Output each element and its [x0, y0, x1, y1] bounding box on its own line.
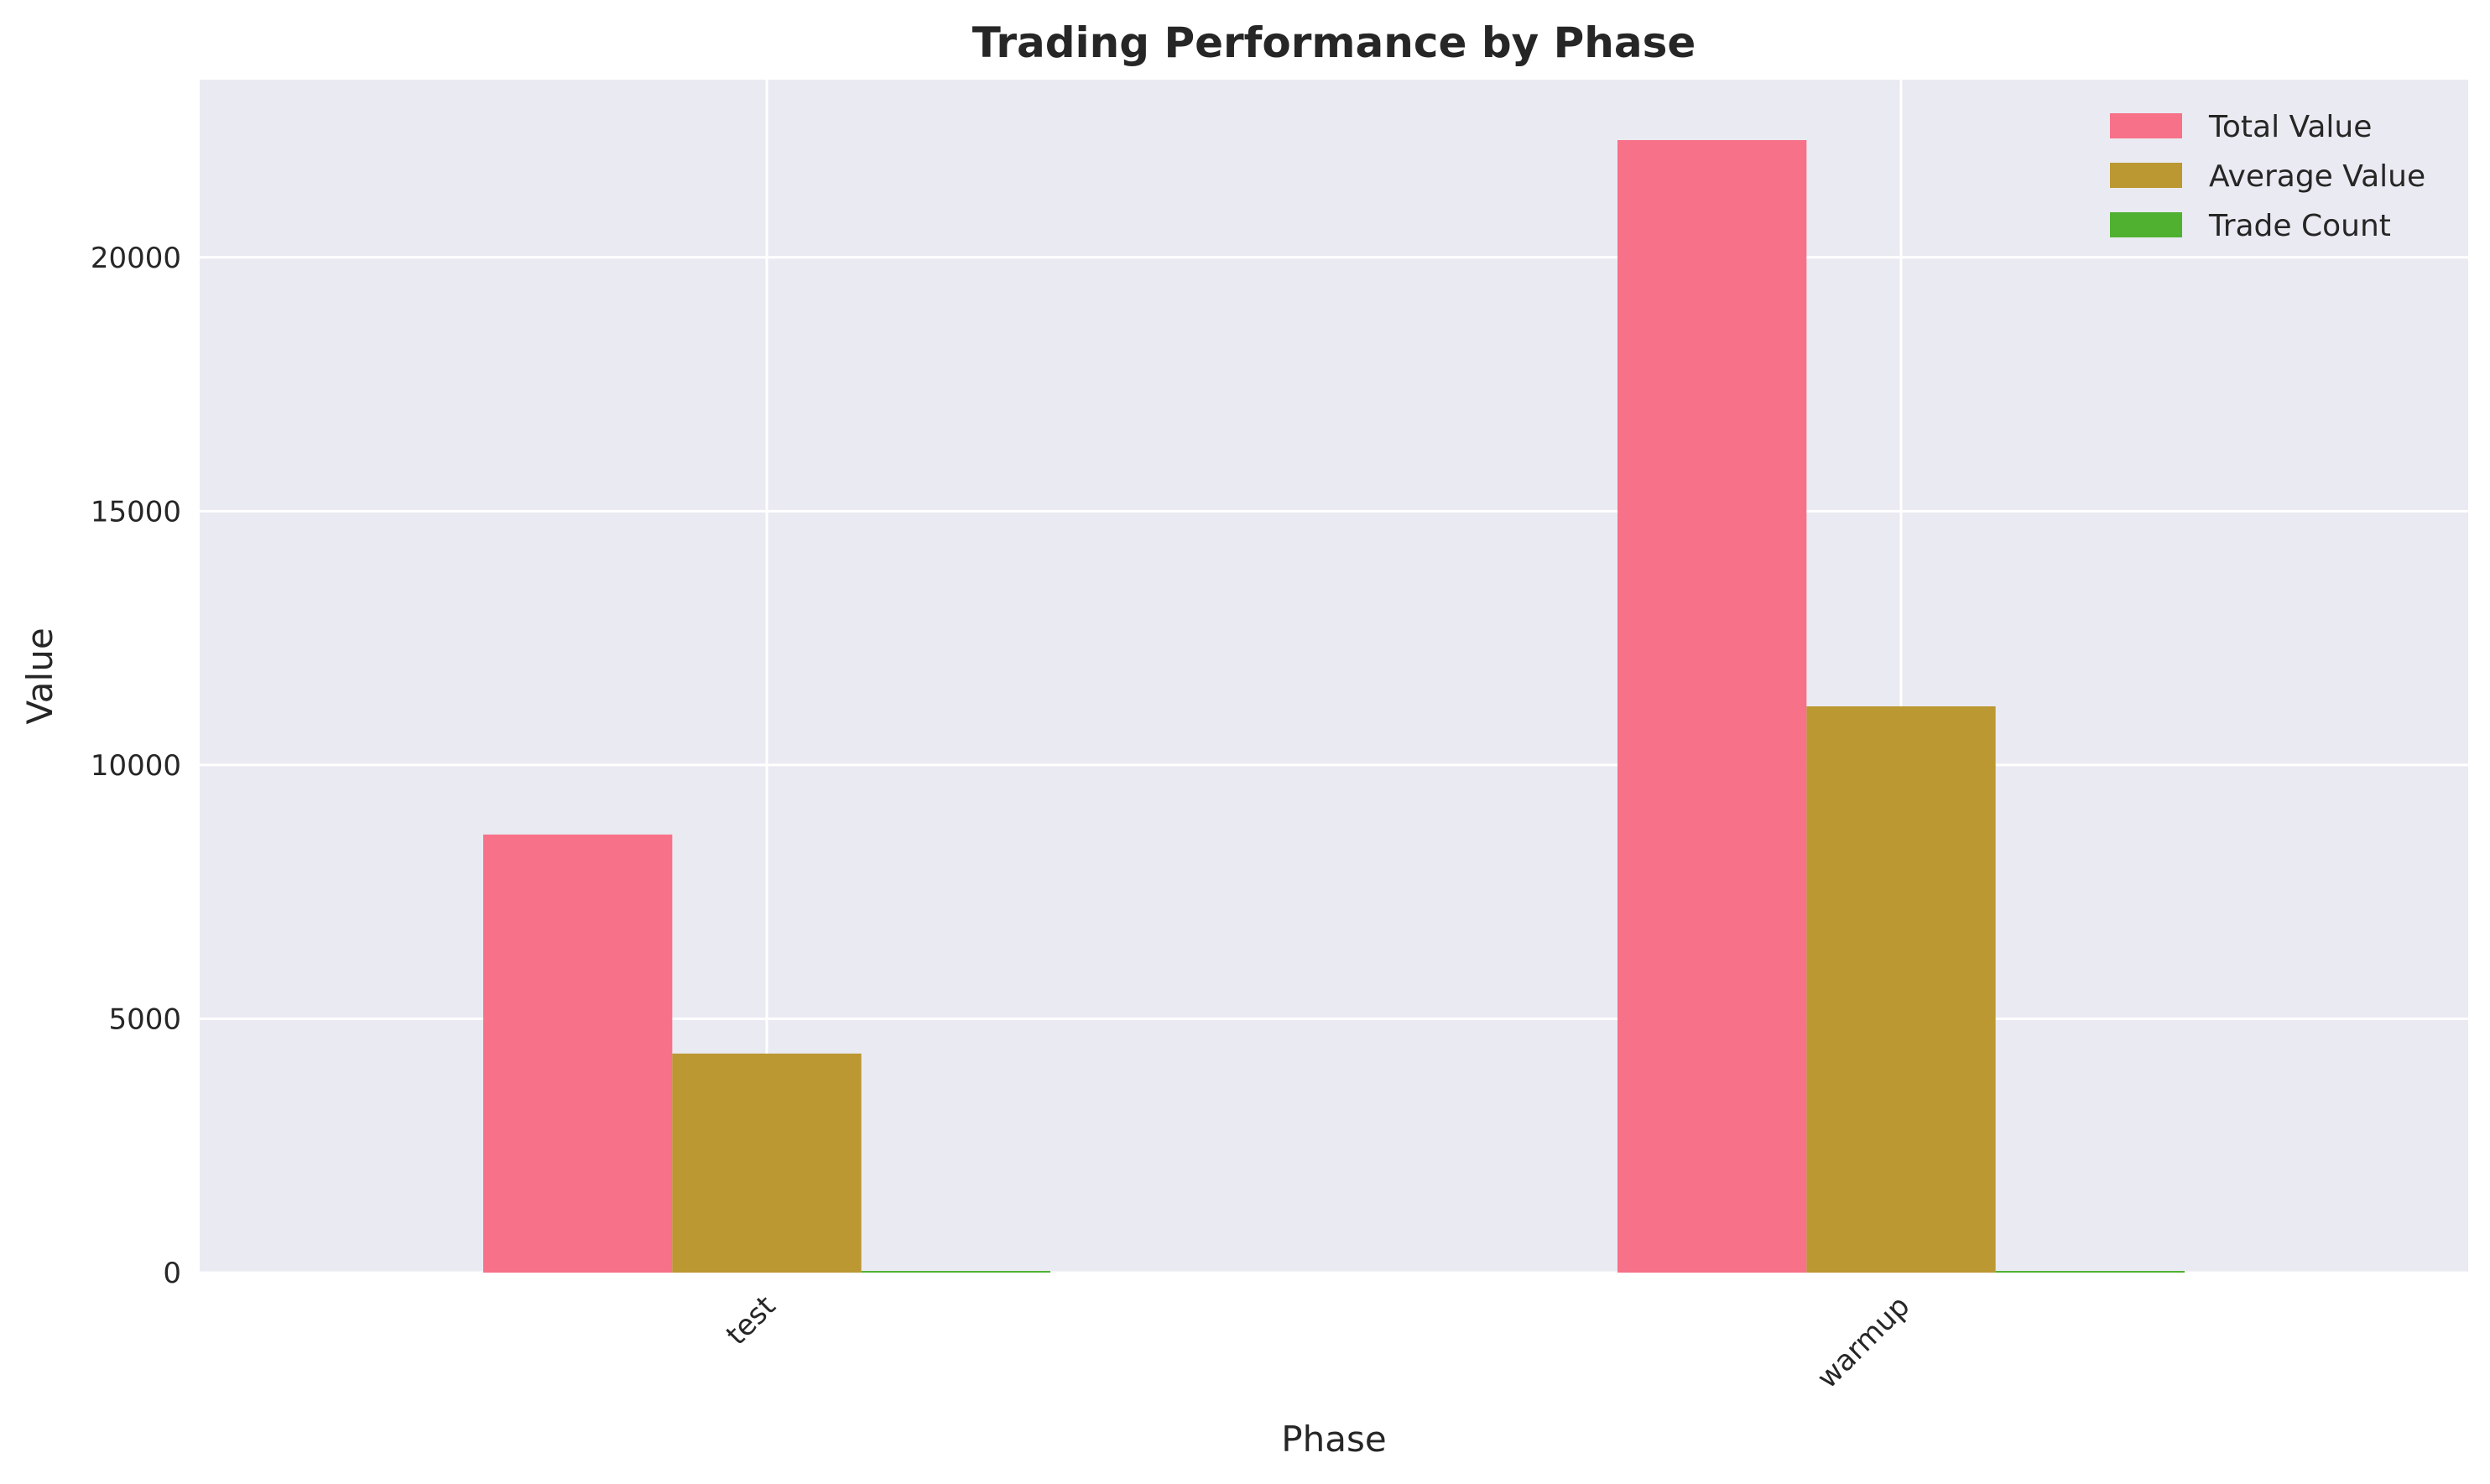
y-tick-label: 0: [163, 1257, 181, 1290]
bar-trade-count-warmup: [1995, 1271, 2185, 1273]
y-tick-label: 15000: [91, 495, 181, 529]
legend-swatch: [2110, 113, 2182, 138]
bar-total-value-warmup: [1617, 140, 1807, 1273]
bar-average-value-warmup: [1806, 706, 1996, 1273]
bars: [483, 140, 2185, 1273]
y-axis-label: Value: [19, 627, 60, 724]
y-tick-label: 20000: [91, 242, 181, 275]
x-axis-ticks: test warmup: [720, 1289, 1916, 1395]
legend: Total Value Average Value Trade Count: [2110, 110, 2425, 243]
y-tick-label: 5000: [108, 1002, 181, 1036]
bar-trade-count-test: [861, 1271, 1050, 1273]
legend-swatch: [2110, 212, 2182, 237]
x-tick-label: test: [720, 1289, 782, 1351]
chart-title: Trading Performance by Phase: [972, 18, 1696, 67]
bar-total-value-test: [483, 834, 673, 1273]
legend-label: Average Value: [2209, 159, 2425, 194]
y-tick-label: 10000: [91, 749, 181, 783]
legend-swatch: [2110, 163, 2182, 188]
legend-label: Trade Count: [2208, 209, 2391, 243]
x-axis-label: Phase: [1281, 1419, 1386, 1460]
x-tick-label: warmup: [1810, 1289, 1916, 1395]
y-axis-ticks: 0 5000 10000 15000 20000: [91, 242, 181, 1290]
legend-label: Total Value: [2208, 110, 2372, 144]
bar-average-value-test: [672, 1053, 862, 1273]
